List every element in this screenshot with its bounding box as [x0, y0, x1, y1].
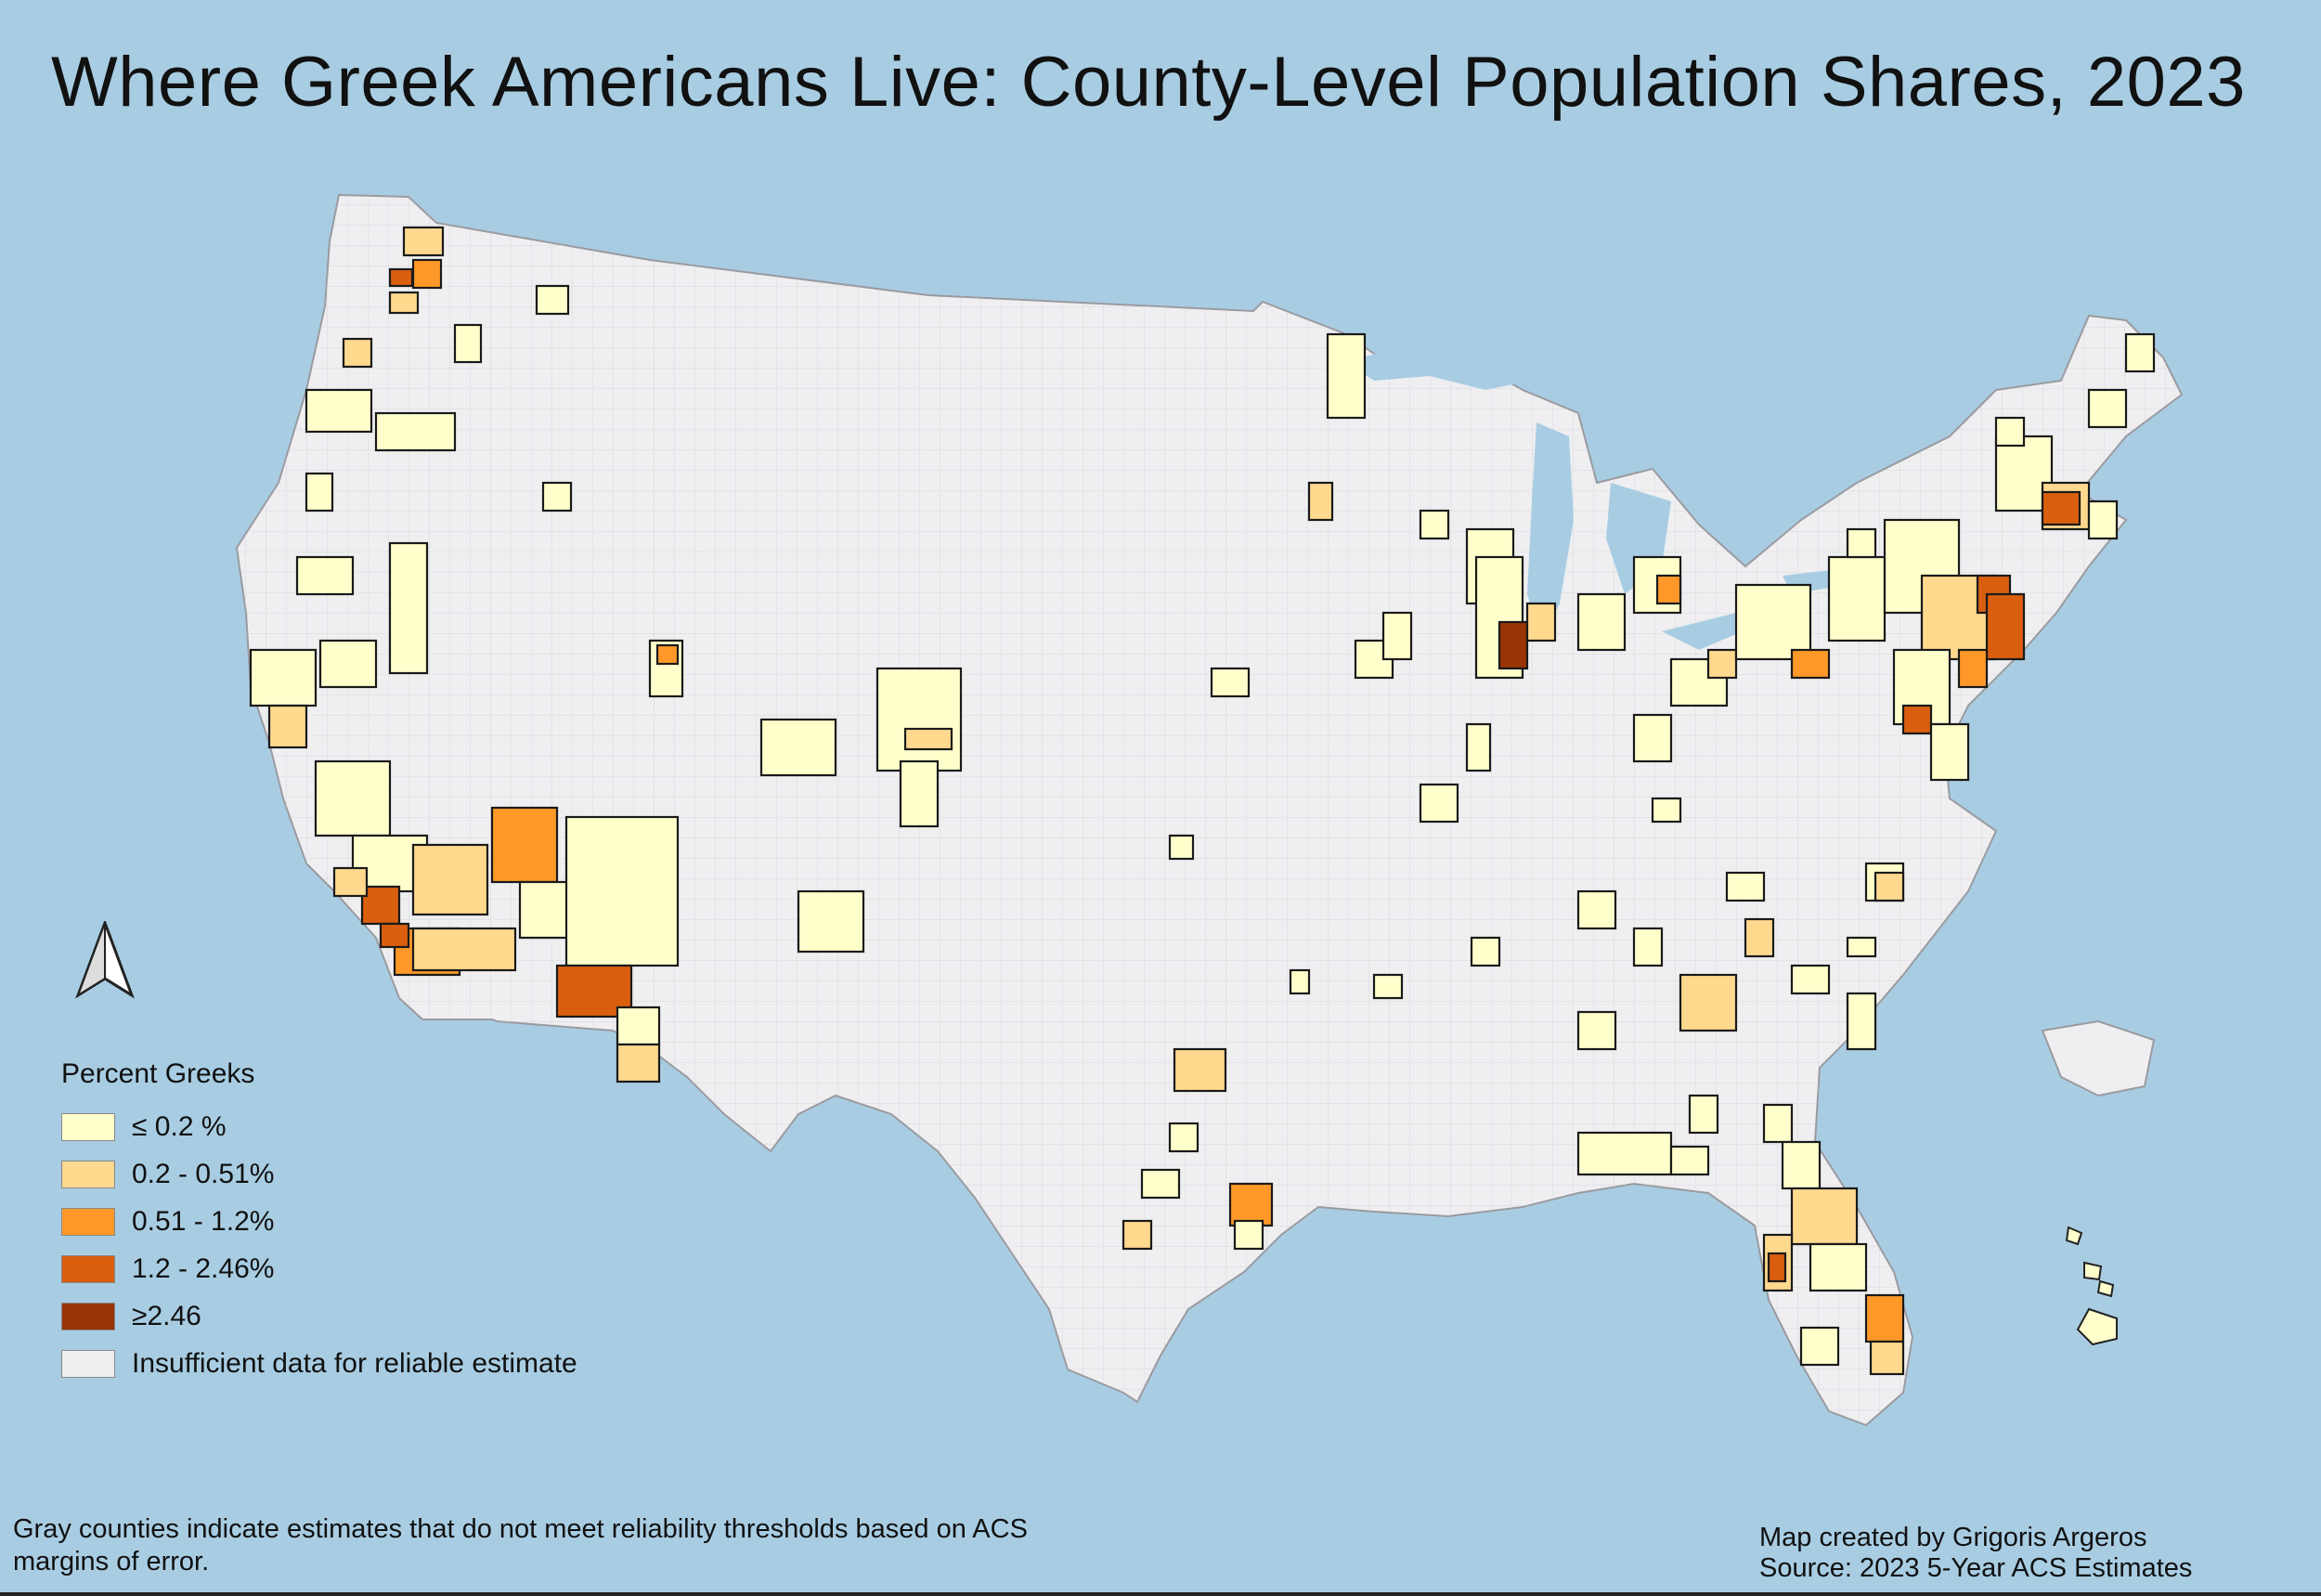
- legend-title: Percent Greeks: [61, 1058, 255, 1089]
- legend-item: 1.2 - 2.46%: [61, 1245, 637, 1292]
- county-fills: [249, 226, 2156, 1376]
- author-credit: Map created by Grigoris Argeros: [1759, 1523, 2147, 1552]
- legend-label: Insufficient data for reliable estimate: [132, 1347, 577, 1379]
- map-legend: Percent Greeks ≤ 0.2 % 0.2 - 0.51% 0.51 …: [61, 1058, 637, 1387]
- legend-label: ≥2.46: [132, 1300, 201, 1331]
- legend-item: 0.2 - 0.51%: [61, 1150, 637, 1198]
- legend-item: Insufficient data for reliable estimate: [61, 1340, 637, 1387]
- footnote-text: Gray counties indicate estimates that do…: [13, 1514, 1028, 1577]
- legend-item: 0.51 - 1.2%: [61, 1198, 637, 1245]
- legend-swatch: [61, 1207, 115, 1236]
- legend-swatch: [61, 1302, 115, 1330]
- hawaii-islands: [2065, 1226, 2118, 1346]
- legend-swatch: [61, 1349, 115, 1378]
- legend-label: ≤ 0.2 %: [132, 1110, 227, 1142]
- legend-label: 1.2 - 2.46%: [132, 1252, 275, 1284]
- bottom-border: [0, 1592, 2321, 1596]
- lake-superior: [1346, 344, 1532, 390]
- map-title: Where Greek Americans Live: County-Level…: [51, 43, 2246, 122]
- legend-swatch: [61, 1254, 115, 1283]
- legend-label: 0.2 - 0.51%: [132, 1158, 275, 1189]
- legend-swatch: [61, 1160, 115, 1188]
- alaska-inset-land: [2041, 1019, 2156, 1097]
- source-credit: Source: 2023 5-Year ACS Estimates: [1759, 1553, 2193, 1583]
- credits: Map created by Grigoris Argeros Source: …: [1759, 1523, 2316, 1584]
- legend-swatch: [61, 1112, 115, 1141]
- legend-item: ≤ 0.2 %: [61, 1103, 637, 1150]
- legend-item: ≥2.46: [61, 1292, 637, 1340]
- north-arrow-icon: [75, 921, 135, 999]
- lake-michigan: [1527, 422, 1574, 641]
- legend-label: 0.51 - 1.2%: [132, 1205, 275, 1237]
